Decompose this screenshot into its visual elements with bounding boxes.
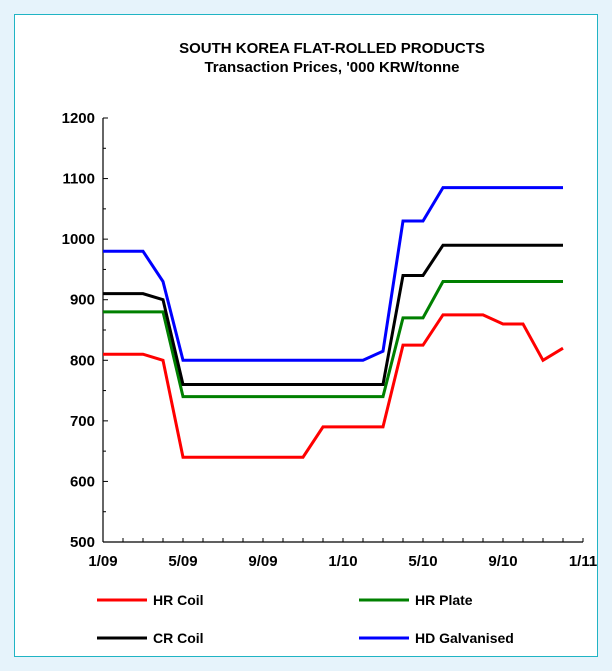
- legend-label-hr-coil: HR Coil: [153, 592, 204, 608]
- axes: [102, 117, 584, 543]
- x-tick-label: 5/09: [168, 553, 197, 570]
- x-tick-label: 1/10: [328, 553, 357, 570]
- y-tick-label: 800: [70, 352, 95, 369]
- y-tick-label: 1200: [62, 110, 95, 127]
- x-tick-label: 1/09: [88, 553, 117, 570]
- legend: HR Coil HR Plate CR Coil HD Galvanised: [97, 592, 514, 646]
- series-line-cr-coil: [103, 243, 563, 387]
- x-tick-label: 5/10: [408, 553, 437, 570]
- series-line-hd-galvanised: [103, 186, 563, 362]
- line-chart: SOUTH KOREA FLAT-ROLLED PRODUCTS Transac…: [62, 40, 598, 646]
- tick-labels: 500 600 700 800 900 1000 1100 1200 1/09 5/09 9/09 1…: [62, 110, 598, 570]
- y-tick-label: 700: [70, 413, 95, 430]
- series-line-hr-plate: [103, 280, 563, 399]
- chart-title: SOUTH KOREA FLAT-ROLLED PRODUCTS: [179, 40, 485, 57]
- chart-subtitle: Transaction Prices, '000 KRW/tonne: [204, 59, 459, 76]
- legend-label-hd-galvanised: HD Galvanised: [415, 630, 514, 646]
- legend-label-hr-plate: HR Plate: [415, 592, 473, 608]
- y-tick-label: 900: [70, 292, 95, 309]
- x-tick-label: 9/09: [248, 553, 277, 570]
- chart-panel: SOUTH KOREA FLAT-ROLLED PRODUCTS Transac…: [14, 14, 598, 657]
- y-tick-label: 500: [70, 534, 95, 551]
- x-tick-label: 1/11: [569, 553, 597, 570]
- y-tick-label: 600: [70, 473, 95, 490]
- series-lines: [103, 186, 564, 459]
- y-tick-label: 1100: [62, 171, 95, 188]
- legend-label-cr-coil: CR Coil: [153, 630, 204, 646]
- series-line-hr-coil: [103, 313, 564, 459]
- y-tick-label: 1000: [62, 231, 95, 248]
- x-tick-label: 9/10: [488, 553, 517, 570]
